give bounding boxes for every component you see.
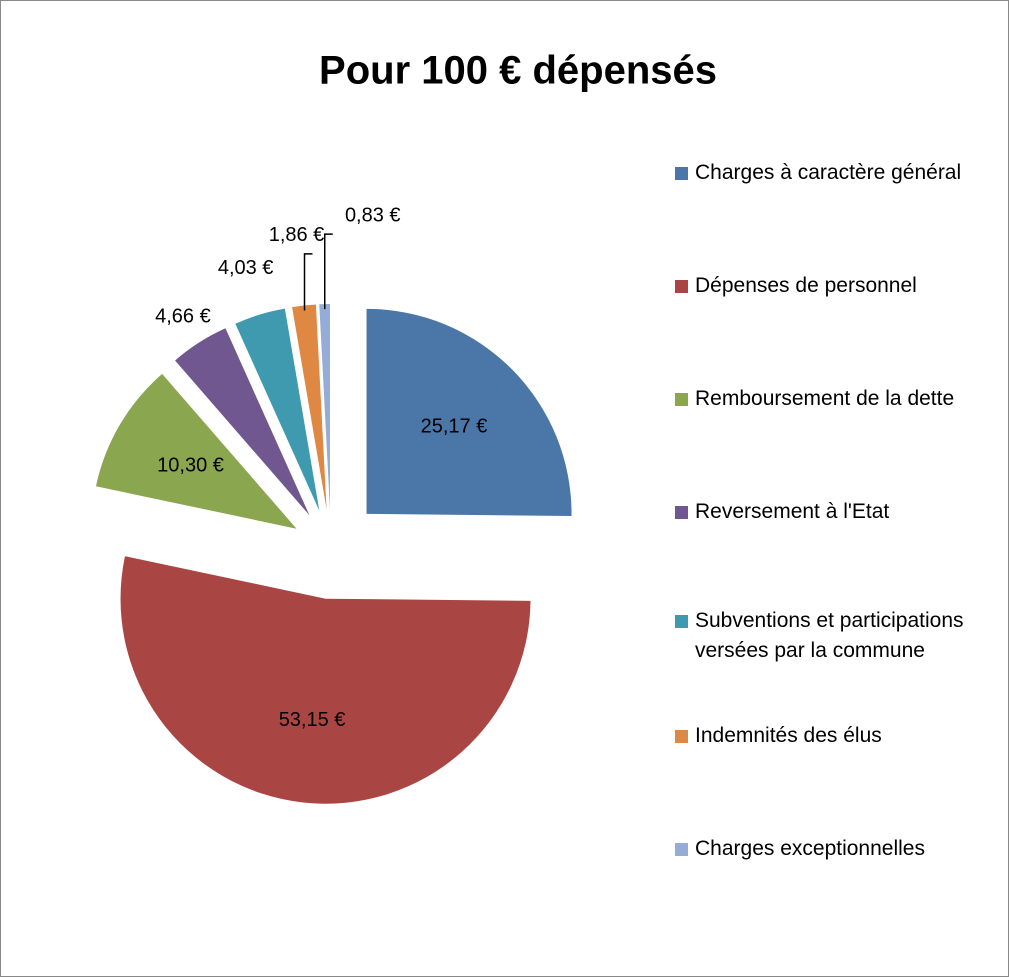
pie-slice (366, 308, 572, 517)
data-label: 10,30 € (157, 455, 224, 477)
legend-label: Charges exceptionnelles (695, 837, 925, 860)
legend-entry: Charges à caractère général (675, 158, 1008, 188)
pie-slice (175, 328, 310, 516)
data-label: 53,15 € (279, 709, 346, 731)
data-label: 0,83 € (345, 204, 401, 226)
legend-label: Indemnités des élus (695, 724, 882, 747)
data-label: 4,66 € (155, 306, 211, 328)
legend-label: Reversement à l'Etat (695, 500, 890, 523)
legend-swatch (675, 730, 688, 743)
data-label: 25,17 € (421, 416, 488, 438)
pie-slice (319, 304, 330, 510)
legend-swatch (675, 280, 688, 293)
pie-slice (95, 373, 297, 529)
legend-label: Subventions et participations versées pa… (695, 609, 976, 662)
legend-entry: Subventions et participations versées pa… (675, 606, 995, 666)
legend-entry: Remboursement de la dette (675, 384, 1008, 414)
pie-slice (292, 304, 327, 510)
legend-entry: Indemnités des élus (675, 721, 1008, 751)
leader-line (323, 233, 333, 310)
pie-slice (120, 556, 531, 804)
chart-title: Pour 100 € dépensés (319, 49, 717, 93)
legend-swatch (675, 843, 688, 856)
pie-slice (235, 308, 320, 511)
legend-swatch (675, 167, 688, 180)
leader-line (303, 253, 313, 311)
legend-swatch (675, 615, 688, 628)
legend-entry: Dépenses de personnel (675, 271, 1008, 301)
legend-label: Remboursement de la dette (695, 387, 955, 410)
legend-label: Charges à caractère général (695, 161, 962, 184)
legend-swatch (675, 393, 688, 406)
legend-swatch (675, 506, 688, 519)
data-label: 1,86 € (269, 224, 325, 246)
legend-entry: Reversement à l'Etat (675, 497, 1008, 527)
legend-label: Dépenses de personnel (695, 274, 917, 297)
legend-entry: Charges exceptionnelles (675, 834, 1008, 864)
data-label: 4,03 € (218, 257, 274, 279)
